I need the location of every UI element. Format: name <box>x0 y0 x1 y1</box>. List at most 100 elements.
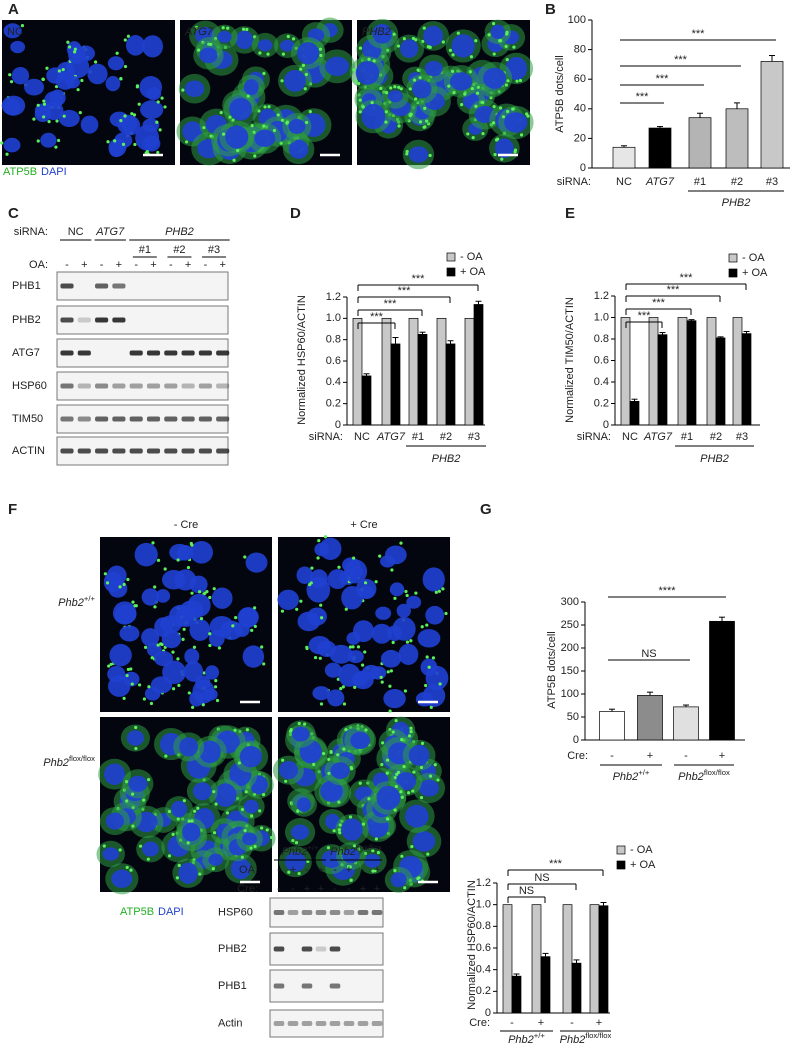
mito-dot <box>243 829 247 833</box>
bar <box>464 317 475 426</box>
y-tick-label: 0.6 <box>476 942 491 954</box>
group-label-sup: +/+ <box>534 1031 546 1040</box>
header-label: siRNA: <box>14 226 48 238</box>
mito-dot <box>412 78 417 82</box>
mito-dot <box>326 846 331 850</box>
band <box>273 910 285 915</box>
bar <box>657 334 668 426</box>
nucleus <box>205 665 220 680</box>
significance-label: *** <box>638 310 652 322</box>
mito-dot <box>409 729 413 734</box>
nucleus <box>338 663 361 687</box>
mito-dot <box>450 69 455 73</box>
band <box>146 416 161 422</box>
row-label-base: Phb2 <box>43 757 69 769</box>
mito-dot <box>190 591 194 595</box>
band <box>60 416 74 422</box>
nucleus <box>169 604 193 627</box>
mito-dot <box>272 128 277 133</box>
band <box>198 350 212 356</box>
nucleus <box>352 620 375 643</box>
mito-dot <box>286 34 290 39</box>
mito-dot <box>123 114 127 118</box>
lane-sign: + <box>360 883 366 895</box>
bar <box>436 317 447 426</box>
mito-dot <box>310 566 314 570</box>
band <box>112 383 126 389</box>
mito-dot <box>447 84 451 88</box>
nucleus <box>182 822 201 842</box>
nucleus <box>364 854 381 868</box>
band <box>216 383 230 389</box>
nucleus <box>235 30 254 50</box>
mito-dot <box>463 92 467 96</box>
nucleus <box>87 63 108 85</box>
bar <box>620 317 631 426</box>
row-label: HSP60 <box>218 906 253 918</box>
significance-label: *** <box>680 272 694 284</box>
mito-dot <box>394 784 398 789</box>
nucleus <box>179 737 199 757</box>
bar <box>531 904 542 1014</box>
mito-dot <box>280 79 284 83</box>
mito-dot <box>408 87 412 91</box>
nucleus <box>278 760 299 780</box>
mito-dot <box>134 725 138 730</box>
mito-dot <box>145 150 149 154</box>
nucleus <box>288 119 306 134</box>
mito-dot <box>319 702 324 706</box>
nucleus <box>422 567 445 592</box>
y-tick-label: 0.8 <box>326 334 341 346</box>
mito-dot <box>426 852 430 856</box>
mito-dot <box>182 799 186 803</box>
mito-dot <box>36 139 40 143</box>
mito-dot <box>475 91 480 95</box>
mito-dot <box>124 780 129 784</box>
mito-dot <box>208 632 212 636</box>
x-tick-label: NC <box>622 431 638 443</box>
mito-dot <box>498 39 502 43</box>
x-prefix: Cre: <box>469 1017 490 1029</box>
stain-green: ATP5B <box>3 166 37 178</box>
nucleus <box>199 47 218 64</box>
mito-dot <box>125 865 129 870</box>
x-tick-label: ATG7 <box>645 176 675 188</box>
bar <box>540 956 551 1014</box>
mito-dot <box>291 37 296 41</box>
mito-dot <box>425 623 429 627</box>
lane-sign: - <box>134 259 138 271</box>
mito-dot <box>260 645 264 649</box>
mito-dot <box>231 624 235 628</box>
nucleus <box>105 76 121 92</box>
mito-dot <box>155 120 159 124</box>
mito-dot <box>56 138 61 143</box>
significance-label: *** <box>674 54 688 66</box>
nucleus <box>102 847 119 861</box>
image-label: NC <box>7 26 23 38</box>
header-label: Cre: <box>237 883 258 895</box>
row-label: Actin <box>218 1017 242 1029</box>
band <box>315 946 327 952</box>
mito-dot <box>420 741 425 745</box>
bar <box>709 620 735 741</box>
y-tick-label: 0.4 <box>476 964 491 976</box>
mito-dot <box>422 125 426 129</box>
mito-dot <box>267 105 271 109</box>
row-label-base: Phb2 <box>58 597 84 609</box>
y-tick-label: 50 <box>567 711 579 723</box>
mito-dot <box>400 795 404 799</box>
mito-dot <box>364 728 368 732</box>
nucleus <box>376 785 401 810</box>
stain-legend: ATP5B DAPI <box>3 166 67 178</box>
mito-dot <box>474 39 478 43</box>
mito-dot <box>142 798 146 802</box>
mito-dot <box>299 67 303 71</box>
mito-dot <box>411 36 416 41</box>
x-tick-label: - <box>510 1017 514 1029</box>
mito-dot <box>336 753 340 757</box>
mito-dot <box>296 809 300 813</box>
mito-dot <box>214 802 218 806</box>
mito-dot <box>438 682 442 686</box>
mito-dot <box>352 556 356 560</box>
nucleus <box>108 675 131 697</box>
